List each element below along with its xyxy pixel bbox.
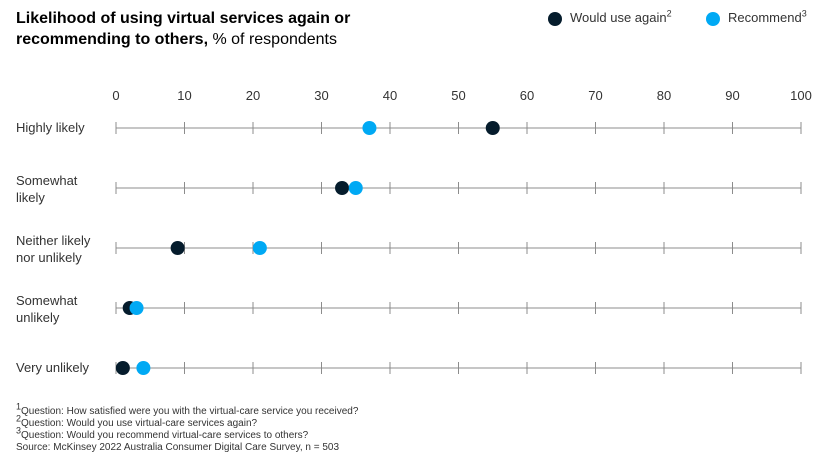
chart-title-bold: Likelihood of using virtual services aga… (16, 10, 351, 48)
x-tick-label-70: 70 (588, 88, 602, 103)
dot-recommend-2 (252, 241, 267, 255)
legend-dot-recommend (706, 12, 720, 26)
category-label-3: Somewhat unlikely (16, 293, 78, 325)
dot-recommend-0 (362, 121, 377, 135)
legend-label-would-use-again: Would use again (570, 10, 667, 25)
legend-sup-recommend: 3 (801, 8, 807, 19)
dot-would-use-again-1 (335, 181, 350, 195)
x-tick-label-10: 10 (177, 88, 191, 103)
x-tick-label-50: 50 (451, 88, 465, 103)
category-label-2: Neither likely nor unlikely (16, 233, 91, 265)
dot-plot: 0 10 20 30 40 50 60 70 80 90 100 Highly likely Somew… (16, 88, 812, 375)
dot-would-use-again-4 (115, 361, 130, 375)
x-tick-label-100: 100 (790, 88, 812, 103)
x-tick-label-60: 60 (520, 88, 534, 103)
footnote-source: Source: McKinsey 2022 Australia Consumer… (16, 442, 340, 453)
footnotes: 1Question: How satisfied were you with t… (16, 401, 359, 454)
x-tick-label-80: 80 (657, 88, 671, 103)
legend-dot-would-use-again (548, 12, 562, 26)
x-tick-label-90: 90 (725, 88, 739, 103)
legend-label-recommend: Recommend (728, 10, 802, 25)
x-tick-label-0: 0 (112, 88, 119, 103)
x-tick-label-40: 40 (383, 88, 397, 103)
footnote-3: 3Question: Would you recommend virtual-c… (16, 425, 309, 441)
footnote-1: 1Question: How satisfied were you with t… (16, 401, 359, 417)
dot-would-use-again-0 (485, 121, 500, 135)
dot-recommend-3 (129, 301, 144, 315)
category-label-0: Highly likely (16, 120, 85, 135)
dot-would-use-again-2 (170, 241, 185, 255)
chart-title-unit: % of respondents (208, 31, 337, 48)
dot-recommend-4 (136, 361, 151, 375)
category-label-1: Somewhat likely (16, 173, 78, 205)
dot-recommend-1 (348, 181, 363, 195)
x-tick-label-30: 30 (314, 88, 328, 103)
category-label-4: Very unlikely (16, 360, 89, 375)
legend-sup-would-use-again: 2 (666, 8, 672, 19)
footnote-2: 2Question: Would you use virtual-care se… (16, 413, 258, 429)
x-tick-label-20: 20 (246, 88, 260, 103)
chart-title: Likelihood of using virtual services aga… (16, 8, 436, 50)
